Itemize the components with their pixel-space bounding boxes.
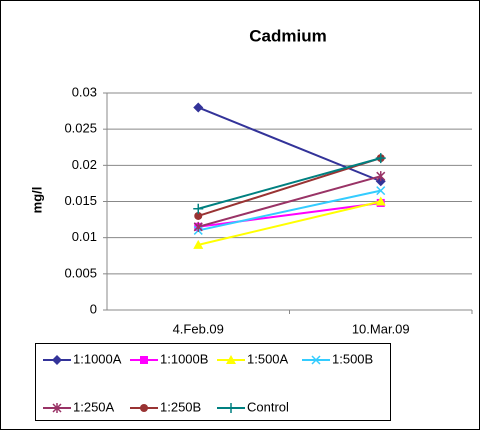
data-point <box>193 239 204 249</box>
y-tick-label: 0.02 <box>72 157 97 172</box>
data-point <box>375 153 386 164</box>
legend-marker <box>52 403 62 413</box>
legend-marker <box>140 356 148 364</box>
y-tick-label: 0.005 <box>64 265 97 280</box>
x-tick-label: 10.Mar.09 <box>352 321 410 336</box>
data-point <box>193 221 203 232</box>
y-tick-label: 0.015 <box>64 193 97 208</box>
legend-label: 1:500B <box>332 351 373 366</box>
series-line <box>197 157 382 210</box>
legend-label: 1:500A <box>247 351 289 366</box>
legend-marker <box>52 355 62 365</box>
series-line <box>198 200 381 246</box>
data-point <box>194 211 203 220</box>
series-line <box>197 106 382 183</box>
legend-marker <box>140 404 148 412</box>
legend-label: Control <box>247 399 289 414</box>
data-point <box>376 171 386 182</box>
y-tick-label: 0.03 <box>72 84 97 99</box>
x-tick-label: 4.Feb.09 <box>173 321 224 336</box>
data-point <box>375 196 386 206</box>
legend-marker <box>311 355 321 365</box>
legend-label: 1:250B <box>160 399 201 414</box>
legend-box <box>35 343 391 421</box>
y-tick-label: 0.025 <box>64 121 97 136</box>
legend-marker <box>226 355 236 364</box>
y-tick-label: 0.01 <box>72 229 97 244</box>
data-point <box>193 203 204 214</box>
legend-label: 1:250A <box>73 399 115 414</box>
data-point <box>193 102 204 113</box>
legend-label: 1:1000A <box>73 351 122 366</box>
data-point <box>376 186 386 196</box>
chart-title: Cadmium <box>249 26 326 45</box>
y-axis-label: mg/l <box>29 187 44 214</box>
series-line <box>198 189 381 232</box>
legend-label: 1:1000B <box>160 351 208 366</box>
series-line <box>197 175 382 228</box>
series-line <box>197 157 382 217</box>
legend-marker <box>226 403 236 413</box>
y-tick-label: 0 <box>90 301 97 316</box>
